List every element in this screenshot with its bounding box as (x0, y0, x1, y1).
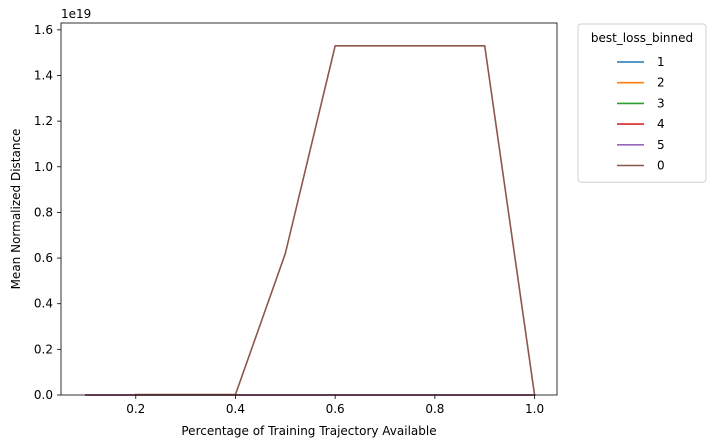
legend-items: 1 2 3 4 5 0 (617, 55, 665, 173)
legend: best_loss_binned 1 2 3 4 5 0 (577, 23, 707, 183)
y-tick-label: 1.0 (34, 160, 53, 174)
y-tick-label: 0.0 (34, 388, 53, 402)
y-tick-label: 0.8 (34, 205, 53, 219)
y-tick-label: 0.6 (34, 251, 53, 265)
legend-label-1: 1 (657, 55, 665, 69)
legend-title: best_loss_binned (591, 31, 693, 45)
y-tick-label: 0.2 (34, 342, 53, 356)
y-tick-label: 1.4 (34, 68, 53, 82)
y-axis-label: Mean Normalized Distance (9, 129, 23, 290)
axes-frame (60, 22, 558, 396)
y-axis: 0.0 0.2 0.4 0.6 0.8 1.0 1.2 1.4 1.6 (34, 23, 61, 402)
legend-label-4: 4 (657, 117, 665, 131)
x-tick-label: 0.6 (326, 402, 345, 416)
series-line-0 (134, 45, 536, 396)
x-tick-label: 0.2 (126, 402, 145, 416)
legend-label-2: 2 (657, 76, 665, 90)
x-axis-label: Percentage of Training Trajectory Availa… (181, 424, 436, 438)
x-tick-label: 1.0 (525, 402, 544, 416)
legend-label-0: 0 (657, 159, 665, 173)
y-tick-label: 1.6 (34, 23, 53, 37)
y-tick-label: 0.4 (34, 297, 53, 311)
legend-label-3: 3 (657, 96, 665, 110)
y-axis-offset-label: 1e19 (61, 7, 91, 21)
x-tick-label: 0.8 (425, 402, 444, 416)
legend-label-5: 5 (657, 138, 665, 152)
y-tick-label: 1.2 (34, 114, 53, 128)
x-tick-label: 0.4 (226, 402, 245, 416)
x-axis: 0.2 0.4 0.6 0.8 1.0 (126, 395, 544, 416)
